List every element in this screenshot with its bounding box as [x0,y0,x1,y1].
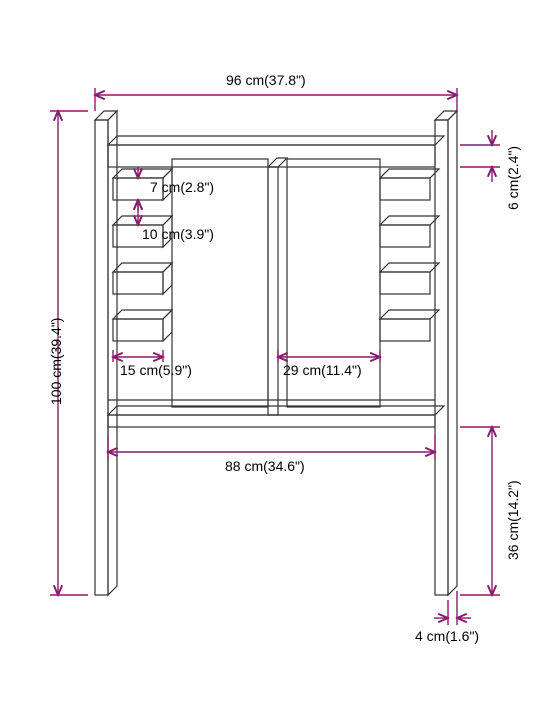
diagram-container: 96 cm(37.8") 6 cm(2.4") 7 cm(2.8") 10 cm… [0,0,540,720]
dim-slat-h: 7 cm(2.8") [150,179,214,195]
dim-panel-w: 29 cm(11.4") [283,362,362,378]
dim-slat-w-left: 15 cm(5.9") [120,362,192,378]
dim-depth: 4 cm(1.6") [415,628,479,644]
dim-top-width: 96 cm(37.8") [226,72,306,88]
dim-inner-w: 88 cm(34.6") [225,458,305,474]
dim-gap-h: 10 cm(3.9") [142,226,214,242]
dim-leg-h: 36 cm(14.2") [505,480,521,560]
diagram-svg [0,0,540,720]
dim-height: 100 cm(39.4") [48,318,64,405]
dim-top-thick: 6 cm(2.4") [505,146,521,210]
